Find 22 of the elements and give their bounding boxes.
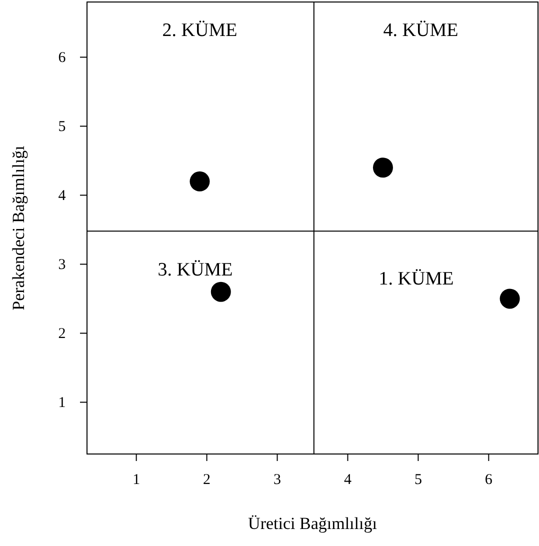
point — [190, 171, 210, 192]
x-tick-label: 2 — [203, 472, 211, 488]
point — [210, 282, 231, 302]
y-tick-label: 5 — [58, 119, 66, 136]
y-tick-label: 2 — [58, 326, 66, 342]
x-tick-label: 4 — [344, 472, 352, 488]
x-tick-label: 5 — [414, 472, 422, 488]
y-tick-label: 1 — [58, 395, 66, 412]
y-tick-label: 3 — [58, 257, 66, 274]
annotation: 2. KÜME — [162, 20, 238, 41]
x-tick-label: 1 — [132, 472, 140, 488]
annotation: 4. KÜME — [383, 20, 458, 41]
annotation: 1. KÜME — [378, 268, 454, 290]
x-axis-title: Üretici Bağımlılığı — [248, 514, 378, 533]
point — [500, 288, 520, 309]
y-tick-label: 6 — [58, 50, 66, 66]
y-tick-label: 4 — [58, 188, 66, 204]
x-tick-label: 6 — [484, 472, 493, 488]
y-axis-title: Perakendeci Bağımlılığı — [9, 145, 28, 310]
x-tick-label: 3 — [274, 472, 282, 488]
point — [372, 158, 393, 178]
annotation: 3. KÜME — [158, 259, 233, 280]
